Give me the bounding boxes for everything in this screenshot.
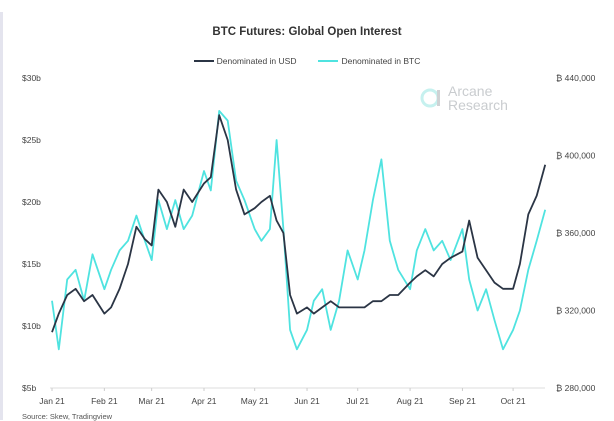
y-left-tick-label: $15b (22, 259, 41, 269)
arcane-logo-icon (420, 88, 440, 108)
source-note: Source: Skew, Tradingview (22, 412, 113, 421)
x-tick-label: Aug 21 (397, 396, 424, 406)
series-line-usd (51, 114, 547, 333)
left-border (0, 12, 3, 420)
watermark-text: Arcane Research (448, 83, 508, 113)
chart-title: BTC Futures: Global Open Interest (212, 26, 402, 38)
x-tick-label: Apr 21 (191, 396, 216, 406)
y-right-tick-label: ₿ 440,000 (556, 73, 596, 83)
x-tick-label: Jan 21 (39, 396, 65, 406)
x-tick-label: Mar 21 (138, 396, 165, 406)
y-right-tick-label: ₿ 360,000 (556, 228, 596, 238)
x-tick-label: Jul 21 (346, 396, 369, 406)
legend-swatch-usd (193, 60, 214, 62)
watermark-logo: Arcane Research (420, 84, 508, 112)
legend: Denominated in USD Denominated in BTC (0, 56, 614, 66)
legend-label-usd: Denominated in USD (216, 56, 297, 66)
y-left-tick-label: $30b (22, 73, 41, 83)
y-right-tick-label: ₿ 320,000 (556, 306, 596, 316)
y-right-tick-label: ₿ 400,000 (556, 151, 596, 161)
y-left-tick-label: $20b (22, 197, 41, 207)
y-left-tick-label: $25b (22, 135, 41, 145)
x-tick-label: Sep 21 (449, 396, 476, 406)
y-left-tick-label: $5b (22, 383, 36, 393)
x-tick-label: Oct 21 (501, 396, 526, 406)
legend-swatch-btc (318, 60, 339, 62)
y-right-tick-label: ₿ 280,000 (556, 383, 596, 393)
x-tick-label: Jun 21 (294, 396, 320, 406)
x-tick-label: May 21 (241, 396, 269, 406)
legend-item-btc: Denominated in BTC (318, 56, 420, 66)
legend-label-btc: Denominated in BTC (341, 56, 421, 66)
legend-item-usd: Denominated in USD (193, 56, 297, 66)
series-line-btc (51, 110, 547, 351)
y-left-tick-label: $10b (22, 321, 41, 331)
x-tick-label: Feb 21 (91, 396, 118, 406)
